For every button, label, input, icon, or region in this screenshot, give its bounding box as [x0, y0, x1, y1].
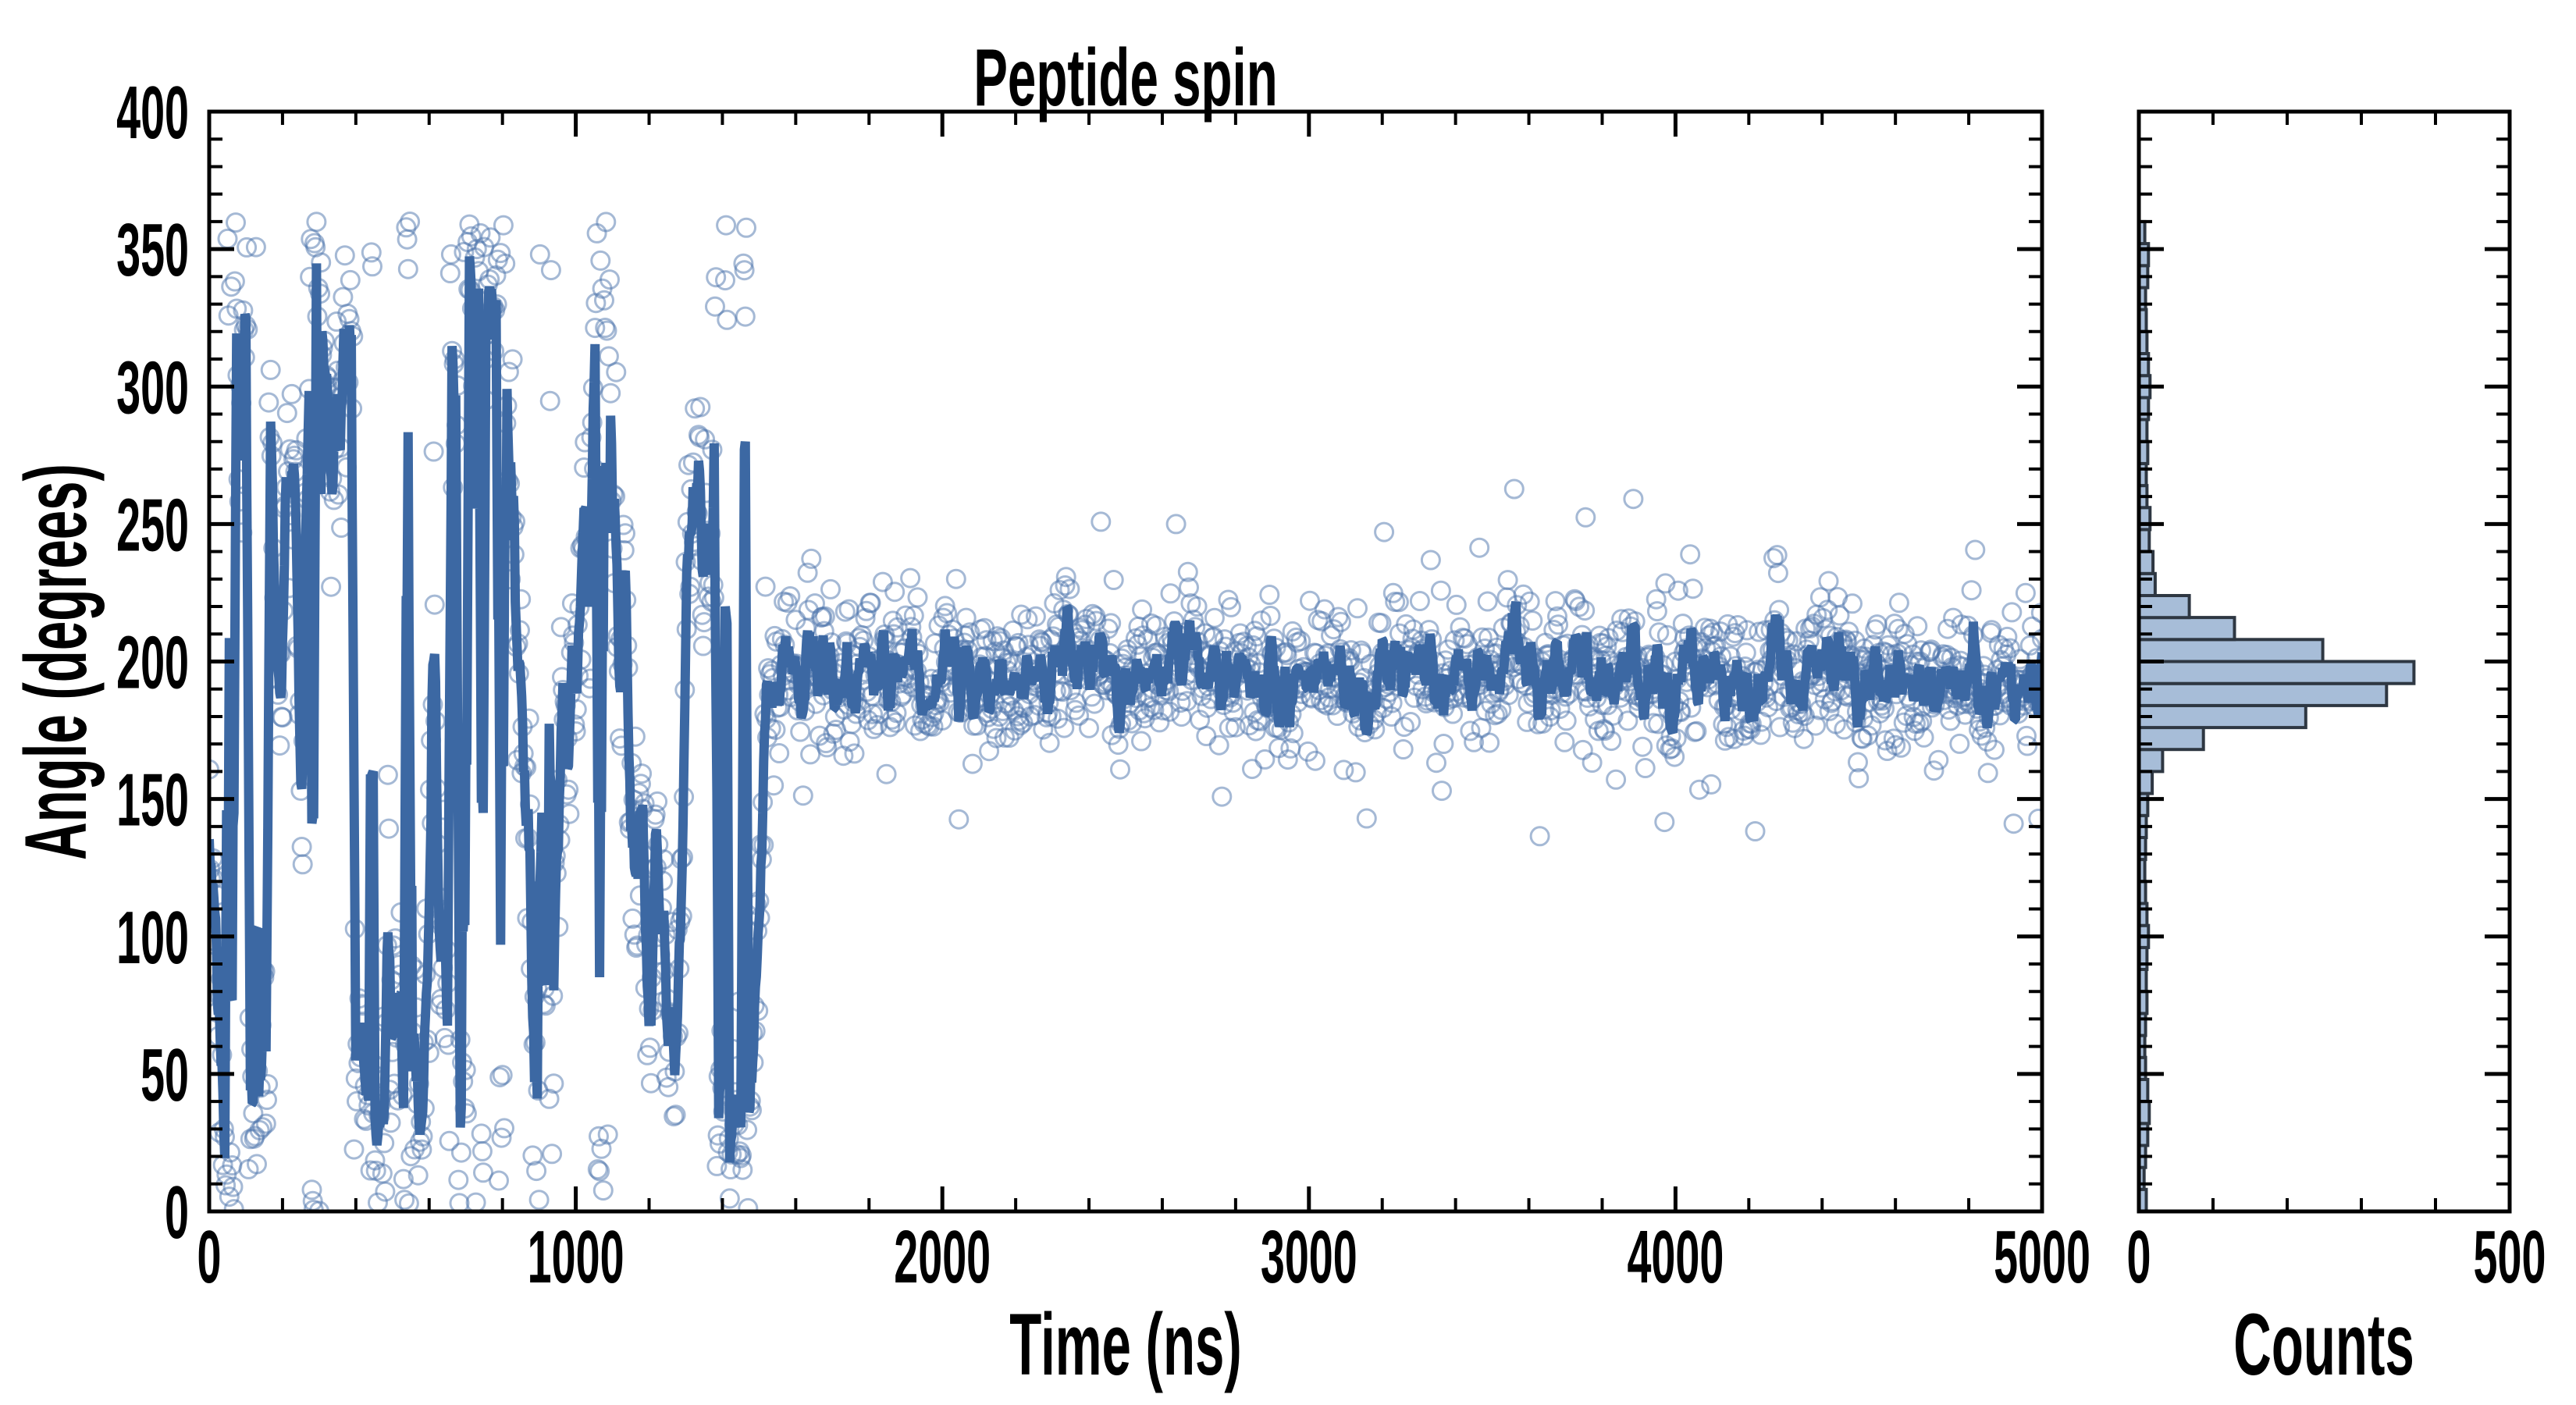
y-tick-label: 250	[116, 483, 189, 567]
angle-axis-label: Angle (degrees)	[7, 464, 105, 860]
x-tick-label: 4000	[1627, 1215, 1724, 1299]
counts-axis-label: Counts	[2233, 1296, 2414, 1393]
counts-tick-label: 500	[2474, 1215, 2546, 1299]
counts-tick-label: 0	[2127, 1215, 2151, 1299]
running-average-layer	[209, 256, 2042, 1163]
y-tick-label: 0	[165, 1170, 189, 1254]
y-tick-label: 300	[116, 345, 189, 429]
y-tick-label: 100	[116, 895, 189, 980]
x-tick-label: 0	[197, 1215, 222, 1299]
y-tick-label: 400	[116, 70, 189, 155]
y-tick-label: 350	[116, 208, 189, 292]
x-tick-label: 5000	[1994, 1215, 2090, 1299]
chart-title: Peptide spin	[973, 33, 1278, 123]
y-tick-label: 200	[116, 621, 189, 705]
axes-layer	[207, 109, 2512, 1214]
histogram-bars-layer	[2137, 219, 2416, 1211]
x-tick-label: 2000	[894, 1215, 991, 1299]
tick-labels-layer: 0 1000 2000 3000 4000 50000501001502002503003…	[116, 70, 2546, 1299]
x-tick-label: 1000	[528, 1215, 624, 1299]
y-tick-label: 150	[116, 758, 189, 842]
time-axis-label: Time (ns)	[1009, 1296, 1242, 1393]
x-tick-label: 3000	[1261, 1215, 1357, 1299]
y-tick-label: 50	[141, 1033, 189, 1117]
